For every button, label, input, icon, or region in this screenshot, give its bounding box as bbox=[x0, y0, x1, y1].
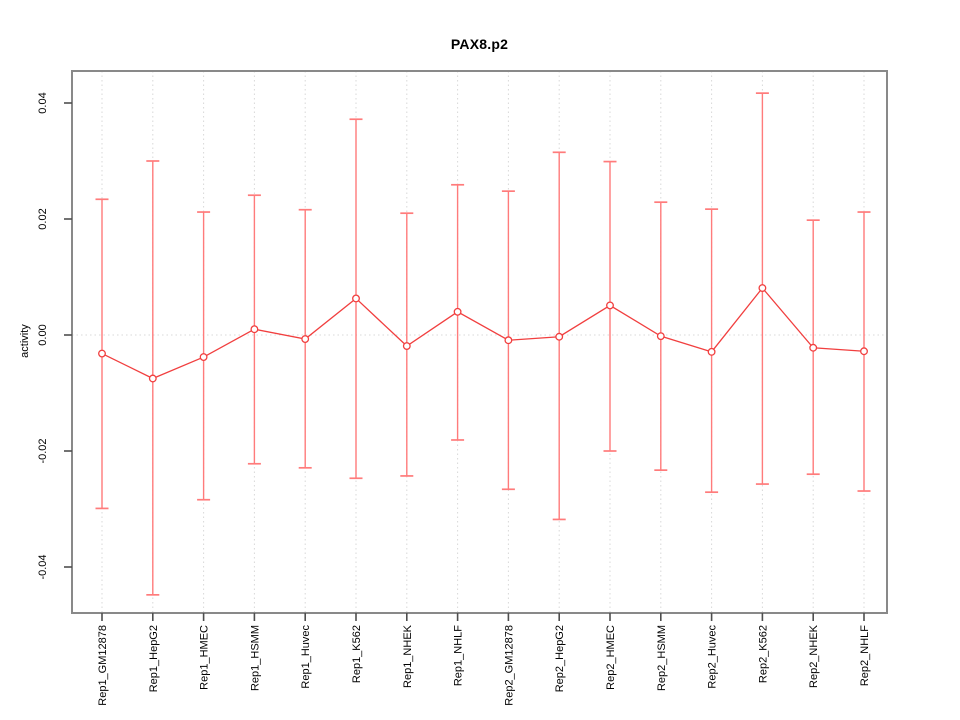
x-tick-label: Rep1_HepG2 bbox=[148, 625, 160, 692]
data-point bbox=[199, 353, 208, 361]
data-point bbox=[809, 343, 818, 352]
y-tick-label: -0.04 bbox=[37, 554, 49, 579]
plot-frame bbox=[71, 70, 888, 614]
x-tick-label: Rep1_NHEK bbox=[402, 624, 414, 688]
data-point bbox=[606, 301, 614, 310]
chart-title: PAX8.p2 bbox=[450, 36, 509, 52]
data-point bbox=[148, 374, 157, 383]
series-line bbox=[101, 286, 865, 380]
x-tick-label: Rep2_K562 bbox=[757, 625, 769, 683]
data-point bbox=[98, 349, 106, 358]
data-point bbox=[352, 294, 360, 303]
x-tick-label: Rep2_HMEC bbox=[605, 625, 617, 690]
y-tick-label: -0.02 bbox=[37, 438, 49, 463]
x-tick-label: Rep2_Huvec bbox=[707, 625, 719, 689]
x-tick-label: Rep2_HSMM bbox=[656, 625, 668, 691]
data-point bbox=[301, 335, 310, 344]
data-point bbox=[504, 336, 513, 345]
x-tick-label: Rep2_GM12878 bbox=[503, 625, 515, 706]
y-tick-label: 0.00 bbox=[37, 324, 49, 345]
x-tick-label: Rep1_Huvec bbox=[300, 625, 312, 689]
x-tick-label: Rep1_NHLF bbox=[453, 625, 465, 686]
x-tick-label: Rep1_HMEC bbox=[199, 625, 211, 690]
data-point bbox=[758, 284, 767, 292]
data-point bbox=[402, 342, 411, 350]
data-point bbox=[707, 347, 716, 356]
x-tick-label: Rep2_NHLF bbox=[859, 625, 871, 686]
data-point bbox=[656, 332, 665, 341]
x-tick-label: Rep2_NHEK bbox=[808, 624, 820, 688]
y-tick-label: 0.04 bbox=[37, 92, 49, 113]
data-point bbox=[555, 332, 564, 341]
data-point bbox=[860, 347, 868, 356]
x-tick-label: Rep2_HepG2 bbox=[554, 625, 566, 692]
data-point bbox=[453, 307, 462, 316]
x-tick-label: Rep1_GM12878 bbox=[97, 625, 109, 706]
data-point bbox=[250, 325, 259, 334]
x-tick-label: Rep1_HSMM bbox=[249, 625, 261, 691]
y-tick-label: 0.02 bbox=[37, 208, 49, 229]
x-tick-label: Rep1_K562 bbox=[351, 625, 363, 683]
